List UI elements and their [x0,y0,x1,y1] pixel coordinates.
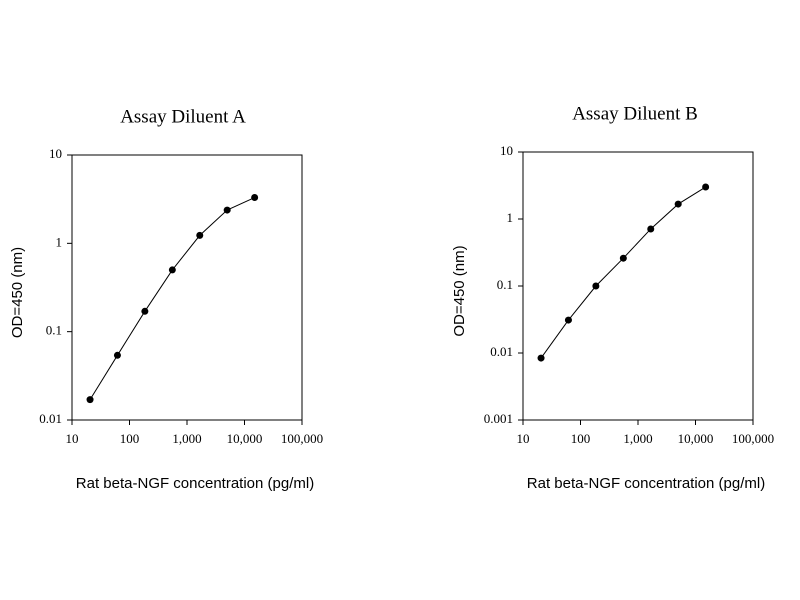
x-tick-label: 10 [517,431,530,446]
chart-title: Assay Diluent A [120,106,246,127]
x-tick-label: 100,000 [281,431,323,446]
data-point [113,351,121,359]
y-tick-label: 0.1 [497,277,513,292]
y-axis-label: OD=450 (nm) [9,247,26,338]
x-tick-label: 100 [571,431,591,446]
data-point [674,200,682,208]
data-point [564,316,572,324]
data-point [86,396,94,404]
plot-frame [71,154,303,421]
x-axis-label: Rat beta-NGF concentration (pg/ml) [527,475,765,492]
x-tick-label: 100,000 [732,431,774,446]
data-point [592,282,600,290]
x-tick-label: 1,000 [623,431,652,446]
x-tick-label: 1,000 [172,431,201,446]
data-point [619,254,627,262]
data-line [540,186,706,359]
x-tick-label: 10,000 [678,431,714,446]
data-point [168,266,176,274]
y-tick-label: 1 [56,234,63,249]
y-axis-label: OD=450 (nm) [451,245,468,336]
data-point [647,225,655,233]
x-tick-label: 10,000 [227,431,263,446]
y-tick-label: 10 [500,143,513,158]
data-point [196,231,204,239]
data-point [537,354,545,362]
data-point [702,183,710,191]
data-point [141,307,149,315]
y-tick-label: 1 [507,210,514,225]
x-tick-label: 100 [120,431,140,446]
x-tick-label: 10 [66,431,79,446]
x-axis-label: Rat beta-NGF concentration (pg/ml) [76,475,314,492]
y-tick-label: 0.01 [490,344,513,359]
chart-title: Assay Diluent B [572,103,698,124]
data-point [223,206,231,214]
data-line [89,197,255,400]
data-point [251,194,259,202]
y-tick-label: 0.1 [46,323,62,338]
y-tick-label: 10 [49,146,62,161]
y-tick-label: 0.01 [39,411,62,426]
y-tick-label: 0.001 [484,411,513,426]
plot-frame [522,151,754,421]
